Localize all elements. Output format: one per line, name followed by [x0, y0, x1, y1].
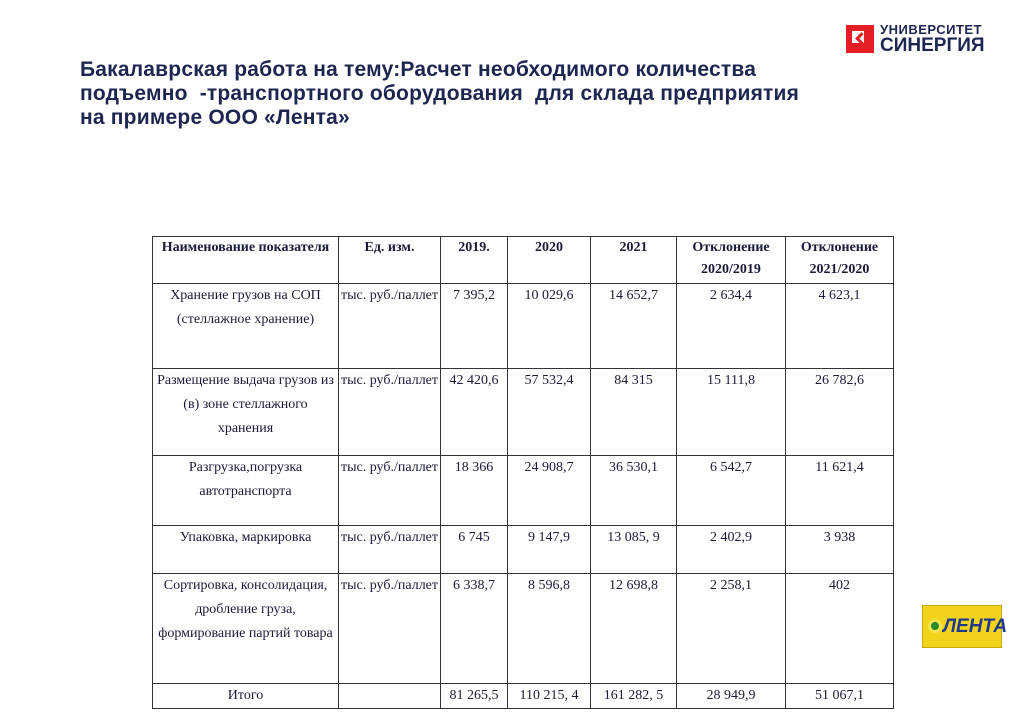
logo-name: СИНЕРГИЯ	[880, 35, 985, 56]
unit-cell: тыс. руб./паллет	[338, 283, 441, 369]
value-cell: 2 258,1	[676, 573, 786, 684]
table-row: Размещение выдача грузов из (в) зоне сте…	[152, 368, 894, 456]
value-cell: 6 745	[440, 525, 508, 574]
name-cell: Итого	[152, 683, 339, 709]
table-row: Итого 81 265,5 110 215, 4 161 282, 5 28 949,…	[152, 683, 894, 709]
university-logo: УНИВЕРСИТЕТ СИНЕРГИЯ	[846, 20, 996, 56]
slide-title: Бакалаврская работа на тему:Расчет необх…	[80, 58, 799, 130]
name-cell: Упаковка, маркировка	[152, 525, 339, 574]
value-cell: 42 420,6	[440, 368, 508, 456]
logo-icon	[846, 25, 874, 53]
table-row: Упаковка, маркировка тыс. руб./паллет 6 74…	[152, 525, 894, 574]
value-cell: 110 215, 4	[507, 683, 591, 709]
header-row: Наименование показателя Ед. изм. 2019. 2020…	[152, 236, 894, 284]
name-cell: Разгрузка,погрузка автотранспорта	[152, 455, 339, 526]
value-cell: 6 542,7	[676, 455, 786, 526]
name-cell: Хранение грузов на СОП (стеллажное хране…	[152, 283, 339, 369]
title-line: на примере ООО «Лента»	[80, 106, 350, 129]
name-cell: Сортировка, консолидация, дробление груз…	[152, 573, 339, 684]
value-cell: 84 315	[590, 368, 677, 456]
value-cell: 402	[785, 573, 894, 684]
table-row: Хранение грузов на СОП (стеллажное хране…	[152, 283, 894, 369]
header-cell: Отклонение 2020/2019	[676, 236, 786, 284]
value-cell: 14 652,7	[590, 283, 677, 369]
unit-cell: тыс. руб./паллет	[338, 573, 441, 684]
value-cell: 6 338,7	[440, 573, 508, 684]
header-cell: 2021	[590, 236, 677, 284]
name-cell: Размещение выдача грузов из (в) зоне сте…	[152, 368, 339, 456]
title-line: Бакалаврская работа на тему:Расчет необх…	[80, 58, 757, 81]
header-cell: Ед. изм.	[338, 236, 441, 284]
value-cell: 9 147,9	[507, 525, 591, 574]
value-cell: 11 621,4	[785, 455, 894, 526]
lenta-logo: ЛЕНТА	[922, 605, 1007, 648]
value-cell: 15 111,8	[676, 368, 786, 456]
header-cell: 2020	[507, 236, 591, 284]
value-cell: 81 265,5	[440, 683, 508, 709]
value-cell: 51 067,1	[785, 683, 894, 709]
value-cell: 7 395,2	[440, 283, 508, 369]
value-cell: 4 623,1	[785, 283, 894, 369]
value-cell: 3 938	[785, 525, 894, 574]
value-cell: 26 782,6	[785, 368, 894, 456]
unit-cell: тыс. руб./паллет	[338, 525, 441, 574]
value-cell: 28 949,9	[676, 683, 786, 709]
header-cell: Отклонение 2021/2020	[785, 236, 894, 284]
brand-name: ЛЕНТА	[943, 616, 1008, 637]
header-cell: Наименование показателя	[152, 236, 339, 284]
value-cell: 57 532,4	[507, 368, 591, 456]
header-cell: 2019.	[440, 236, 508, 284]
value-cell: 2 634,4	[676, 283, 786, 369]
empty-cell	[338, 683, 441, 709]
logo-line: УНИВЕРСИТЕТ	[880, 22, 983, 37]
value-cell: 36 530,1	[590, 455, 677, 526]
table-row: Разгрузка,погрузка автотранспорта тыс. ру…	[152, 455, 894, 526]
title-line: подъемно -транспортного оборудования для…	[80, 82, 800, 105]
value-cell: 13 085, 9	[590, 525, 677, 574]
unit-cell: тыс. руб./паллет	[338, 368, 441, 456]
value-cell: 12 698,8	[590, 573, 677, 684]
value-cell: 18 366	[440, 455, 508, 526]
value-cell: 8 596,8	[507, 573, 591, 684]
value-cell: 2 402,9	[676, 525, 786, 574]
data-table: Наименование показателя Ед. изм. 2019. 2020…	[152, 236, 894, 709]
logo-flower	[928, 619, 942, 633]
unit-cell: тыс. руб./паллет	[338, 455, 441, 526]
value-cell: 10 029,6	[507, 283, 591, 369]
value-cell: 24 908,7	[507, 455, 591, 526]
table-row: Сортировка, консолидация, дробление груз…	[152, 573, 894, 684]
value-cell: 161 282, 5	[590, 683, 677, 709]
